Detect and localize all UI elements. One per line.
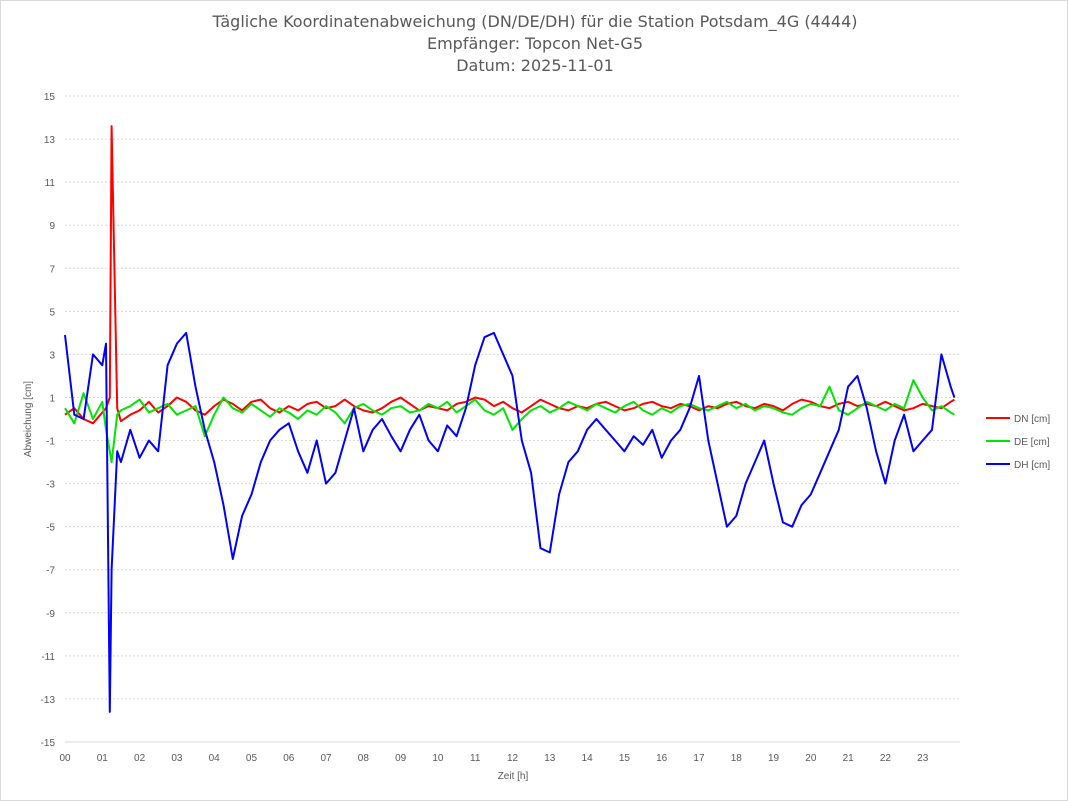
series-line-dh [64,331,956,713]
legend-label: DH [cm] [1014,460,1050,471]
y-tick-label: 9 [49,221,55,232]
x-tick-label: 13 [544,753,556,764]
y-tick-label: -5 [46,523,55,534]
x-tick-label: 22 [880,753,892,764]
x-tick-label: 15 [619,753,631,764]
x-tick-label: 18 [731,753,743,764]
x-tick-label: 14 [582,753,594,764]
title-line-1: Tägliche Koordinatenabweichung (DN/DE/DH… [212,12,858,31]
x-tick-label: 17 [693,753,705,764]
x-tick-label: 07 [320,753,332,764]
x-tick-label: 06 [283,753,295,764]
legend: DN [cm] DE [cm] DH [cm] [986,414,1050,471]
x-tick-label: 08 [358,753,370,764]
x-axis-title: Zeit [h] [498,771,529,782]
x-tick-label: 11 [470,753,481,764]
x-tick-label: 12 [507,753,519,764]
x-tick-label: 02 [134,753,146,764]
y-tick-label: -9 [46,609,55,620]
x-tick-label: 16 [656,753,668,764]
x-tick-label: 10 [432,753,444,764]
legend-label: DE [cm] [1014,437,1050,448]
title-line-2: Empfänger: Topcon Net-G5 [426,34,644,53]
y-tick-label: -7 [46,566,55,577]
y-tick-label: -11 [41,652,55,663]
series-line-dn [64,125,955,425]
x-tick-label: 20 [805,753,817,764]
series-line-de [64,379,955,464]
x-tick-label: 04 [209,753,221,764]
x-tick-label: 23 [917,753,929,764]
y-tick-label: 11 [45,178,56,189]
x-tick-label: 03 [171,753,183,764]
x-tick-label: 09 [395,753,407,764]
y-tick-label: -13 [41,695,56,706]
legend-label: DN [cm] [1014,414,1050,425]
y-tick-label: -1 [46,437,55,448]
x-tick-label: 21 [843,753,855,764]
x-tick-label: 05 [246,753,258,764]
x-tick-label: 01 [97,753,109,764]
y-tick-label: 13 [44,135,56,146]
y-tick-label: -3 [46,480,55,491]
y-tick-label: 15 [44,92,56,103]
title-line-3: Datum: 2025-11-01 [456,56,614,75]
y-tick-label: 7 [49,264,55,275]
y-tick-label: -15 [41,738,56,749]
chart-title: Tägliche Koordinatenabweichung (DN/DE/DH… [1,11,1068,77]
y-tick-label: 1 [49,393,55,404]
y-axis-title: Abweichung [cm] [23,381,34,457]
y-tick-label: 5 [49,307,55,318]
x-tick-label: 00 [59,753,71,764]
y-tick-label: 3 [49,350,55,361]
x-tick-label: 19 [768,753,780,764]
